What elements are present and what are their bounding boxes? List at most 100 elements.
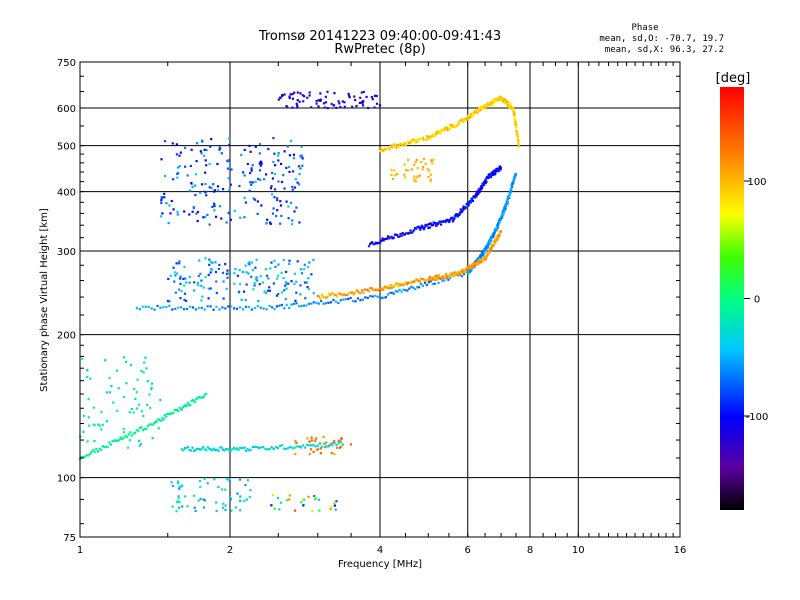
echo-point [203, 148, 206, 151]
echo-point [338, 102, 341, 105]
echo-point [405, 283, 409, 286]
echo-point [163, 196, 166, 199]
echo-point [138, 444, 141, 447]
echo-point [212, 183, 215, 186]
echo-point [387, 285, 390, 288]
echo-point [332, 104, 335, 107]
echo-point [181, 505, 184, 508]
echo-point [139, 442, 143, 446]
echo-point [247, 262, 250, 265]
echo-point [206, 213, 209, 217]
echo-point [229, 183, 232, 186]
echo-point [501, 97, 504, 101]
echo-point [177, 409, 180, 413]
echo-point [484, 106, 487, 109]
echo-point [306, 96, 309, 99]
echo-point [386, 293, 389, 296]
y-axis-ticks: 75 100 200 300 400 500 600 750 [57, 58, 680, 544]
echo-point [302, 268, 305, 271]
echo-point [196, 282, 199, 285]
echo-point [154, 420, 157, 424]
echo-point [278, 508, 281, 511]
echo-point [379, 241, 382, 244]
echo-point [432, 276, 436, 279]
echo-point [457, 270, 460, 274]
echo-point [489, 175, 493, 179]
echo-point [383, 237, 386, 241]
echo-point [370, 287, 373, 290]
echo-point [277, 496, 280, 500]
echo-point [449, 123, 452, 127]
echo-point [301, 157, 304, 160]
echo-point [203, 154, 206, 157]
echo-point [239, 499, 242, 502]
x-tick-label: 4 [377, 545, 383, 556]
echo-point [396, 143, 399, 146]
echo-point [394, 233, 398, 237]
echo-point [225, 447, 228, 451]
echo-point [188, 189, 191, 192]
echo-point [253, 198, 257, 201]
echo-point [366, 296, 369, 300]
echo-point [279, 204, 283, 207]
echo-point [148, 393, 151, 396]
echo-point [297, 305, 301, 308]
echo-point [470, 113, 473, 116]
echo-point [276, 209, 279, 212]
echo-point [407, 169, 410, 172]
echo-point [282, 277, 285, 280]
echo-point [343, 105, 346, 108]
echo-point [413, 175, 416, 178]
echo-point [302, 304, 306, 307]
echo-point [330, 102, 333, 106]
echo-point [310, 106, 313, 109]
echo-point [255, 276, 258, 279]
echo-point [214, 270, 218, 274]
echo-point [319, 99, 322, 102]
echo-point [435, 130, 439, 133]
echo-point [344, 298, 347, 301]
echo-point [406, 232, 409, 235]
echo-point [513, 113, 516, 116]
echo-point [207, 297, 210, 300]
echo-point [421, 168, 424, 171]
echo-point [196, 142, 199, 145]
echo-point [218, 205, 222, 208]
echo-point [421, 165, 425, 169]
echo-point [228, 480, 232, 483]
echo-point [395, 233, 399, 236]
echo-point [476, 111, 479, 114]
echo-point [167, 221, 170, 225]
echo-point [517, 138, 520, 141]
echo-point [413, 163, 416, 166]
echo-point [469, 200, 472, 203]
echo-point [426, 168, 429, 171]
echo-point [145, 367, 148, 370]
echo-point [424, 162, 427, 165]
echo-point [238, 268, 241, 272]
echo-point [322, 435, 325, 439]
echo-point [265, 274, 269, 277]
echo-point [326, 90, 329, 93]
echo-point [122, 436, 125, 439]
echo-point [422, 228, 426, 231]
echo-point [288, 259, 291, 262]
echo-point [208, 263, 211, 266]
echo-point [169, 412, 173, 415]
echo-point [478, 258, 481, 262]
echo-point [286, 145, 289, 148]
echo-point [302, 498, 305, 501]
echo-point [416, 278, 419, 282]
echo-point [453, 271, 456, 274]
echo-point [333, 294, 336, 297]
echo-point [348, 291, 351, 294]
echo-point [480, 255, 483, 258]
echo-point [300, 272, 304, 275]
echo-point [160, 197, 163, 200]
echo-point [497, 223, 500, 227]
echo-point [288, 95, 291, 98]
echo-point [239, 495, 242, 498]
echo-point [276, 446, 280, 450]
echo-point [238, 290, 241, 293]
echo-point [92, 406, 96, 409]
